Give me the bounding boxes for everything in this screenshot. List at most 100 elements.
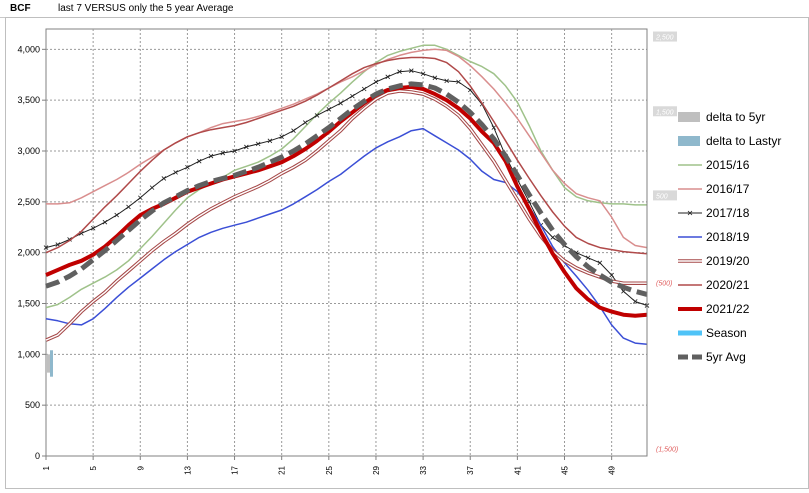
legend-label: 2021/22 bbox=[706, 302, 750, 316]
marker-point bbox=[432, 75, 438, 81]
y2-tick-label: (1,500) bbox=[656, 447, 678, 454]
marker-point bbox=[149, 185, 155, 190]
marker-point bbox=[314, 113, 320, 118]
legend-marker bbox=[687, 210, 693, 216]
marker-point bbox=[137, 195, 143, 201]
y-tick-label: 500 bbox=[25, 400, 40, 410]
cell-a1-text: BCF bbox=[10, 3, 31, 14]
y-tick-label: 4,000 bbox=[17, 44, 40, 54]
marker-point bbox=[185, 164, 190, 170]
legend-label: Season bbox=[706, 326, 747, 340]
x-tick-label: 37 bbox=[466, 465, 475, 474]
legend-label: delta to 5yr bbox=[706, 110, 765, 124]
marker-point bbox=[444, 78, 449, 84]
legend-label: 2015/16 bbox=[706, 158, 750, 172]
marker-point bbox=[173, 170, 178, 175]
marker-point bbox=[302, 120, 308, 125]
x-tick-label: 5 bbox=[89, 465, 98, 470]
series-line-2018-19 bbox=[45, 127, 648, 345]
legend-label: 2018/19 bbox=[706, 230, 750, 244]
cell-b1-text: last 7 VERSUS only the 5 year Average bbox=[58, 3, 234, 14]
marker-point bbox=[409, 68, 414, 73]
marker-point bbox=[350, 93, 355, 99]
x-tick-label: 17 bbox=[231, 465, 240, 474]
marker-point bbox=[291, 128, 296, 133]
marker-point bbox=[456, 79, 461, 85]
x-tick-label: 13 bbox=[183, 465, 192, 474]
marker-point bbox=[597, 260, 603, 266]
storage-line-chart: 4,0003,5003,0002,5002,0001,5001,0005000 … bbox=[17, 28, 781, 475]
plot-frame bbox=[45, 28, 648, 457]
y-tick-label: 2,000 bbox=[17, 248, 40, 258]
legend-label: 5yr Avg bbox=[706, 350, 746, 364]
marker-point bbox=[126, 204, 131, 210]
marker-point bbox=[632, 299, 638, 304]
marker-point bbox=[267, 138, 273, 144]
series-line-2020-21 bbox=[45, 56, 648, 255]
legend-label: 2016/17 bbox=[706, 182, 750, 196]
marker-point bbox=[420, 71, 426, 77]
marker-point bbox=[361, 86, 367, 92]
marker-point bbox=[220, 150, 226, 156]
delta-bars bbox=[47, 350, 53, 377]
y2-label-bg bbox=[653, 106, 677, 117]
series-line-2016-17 bbox=[46, 48, 648, 249]
marker-point bbox=[208, 153, 214, 159]
legend-label: 2017/18 bbox=[706, 206, 750, 220]
marker-point bbox=[232, 148, 237, 154]
marker-point bbox=[90, 225, 96, 231]
x-tick-label: 33 bbox=[419, 465, 428, 474]
series-line-5yr-avg bbox=[45, 81, 648, 297]
marker-point bbox=[114, 212, 119, 218]
y2-label-bg bbox=[653, 190, 677, 201]
legend-label: 2020/21 bbox=[706, 278, 750, 292]
x-tick-label: 49 bbox=[608, 465, 617, 474]
y2-axis-ticks: 2,500 1,500 500 (500) (1,500) bbox=[646, 29, 678, 456]
y-tick-label: 3,500 bbox=[17, 95, 40, 105]
marker-point bbox=[43, 245, 49, 250]
marker-point bbox=[102, 219, 108, 225]
marker-point bbox=[196, 158, 202, 164]
x-tick-label: 45 bbox=[561, 465, 570, 474]
y2-tick-label: (500) bbox=[656, 280, 672, 287]
legend-key-delta-to-5yr bbox=[678, 112, 700, 122]
marker-point bbox=[338, 100, 343, 106]
legend-label: 2019/20 bbox=[706, 254, 750, 268]
y-tick-label: 2,500 bbox=[17, 197, 40, 207]
y-axis-ticks: 4,000 3,500 3,000 2,500 2,000 1,500 1,000 500 0 bbox=[17, 44, 46, 461]
x-tick-label: 25 bbox=[325, 465, 334, 474]
y2-tick-label: 500 bbox=[656, 193, 668, 200]
gridlines bbox=[45, 28, 648, 457]
marker-point bbox=[397, 69, 402, 74]
marker-point bbox=[585, 255, 591, 261]
legend-key-delta-to-lastyr bbox=[678, 136, 700, 146]
x-tick-label: 41 bbox=[513, 465, 522, 474]
x-tick-label: 1 bbox=[42, 465, 51, 470]
bar-delta-to-lastyr bbox=[50, 350, 53, 377]
cell-row1-rest[interactable] bbox=[232, 0, 809, 18]
y-tick-label: 0 bbox=[35, 451, 40, 461]
marker-point bbox=[161, 176, 167, 181]
y-tick-label: 1,000 bbox=[17, 349, 40, 359]
x-tick-label: 21 bbox=[278, 465, 287, 474]
x-tick-label: 29 bbox=[372, 465, 381, 474]
x-axis-ticks: 1 5 9 13 17 21 25 29 33 37 41 45 49 bbox=[42, 456, 617, 475]
marker-point bbox=[491, 125, 497, 130]
y2-tick-label: 1,500 bbox=[656, 109, 674, 116]
x-tick-label: 9 bbox=[136, 465, 145, 470]
marker-point bbox=[609, 272, 614, 278]
y-tick-label: 1,500 bbox=[17, 299, 40, 309]
legend: delta to 5yr delta to Lastyr 2015/16 2016/1… bbox=[678, 110, 781, 364]
marker-point bbox=[255, 141, 261, 147]
marker-point bbox=[55, 242, 61, 247]
marker-point bbox=[326, 107, 332, 112]
marker-point bbox=[385, 74, 391, 80]
y2-tick-label: 2,500 bbox=[655, 35, 674, 42]
series-lines bbox=[43, 44, 650, 345]
y2-label-bg bbox=[653, 31, 677, 42]
legend-label: delta to Lastyr bbox=[706, 134, 781, 148]
marker-point bbox=[244, 144, 249, 150]
chart-area[interactable]: 4,000 3,500 3,000 2,500 2,000 1,500 1,000 500 0 … bbox=[5, 17, 809, 489]
y-tick-label: 3,000 bbox=[17, 146, 40, 156]
marker-point bbox=[279, 134, 284, 140]
